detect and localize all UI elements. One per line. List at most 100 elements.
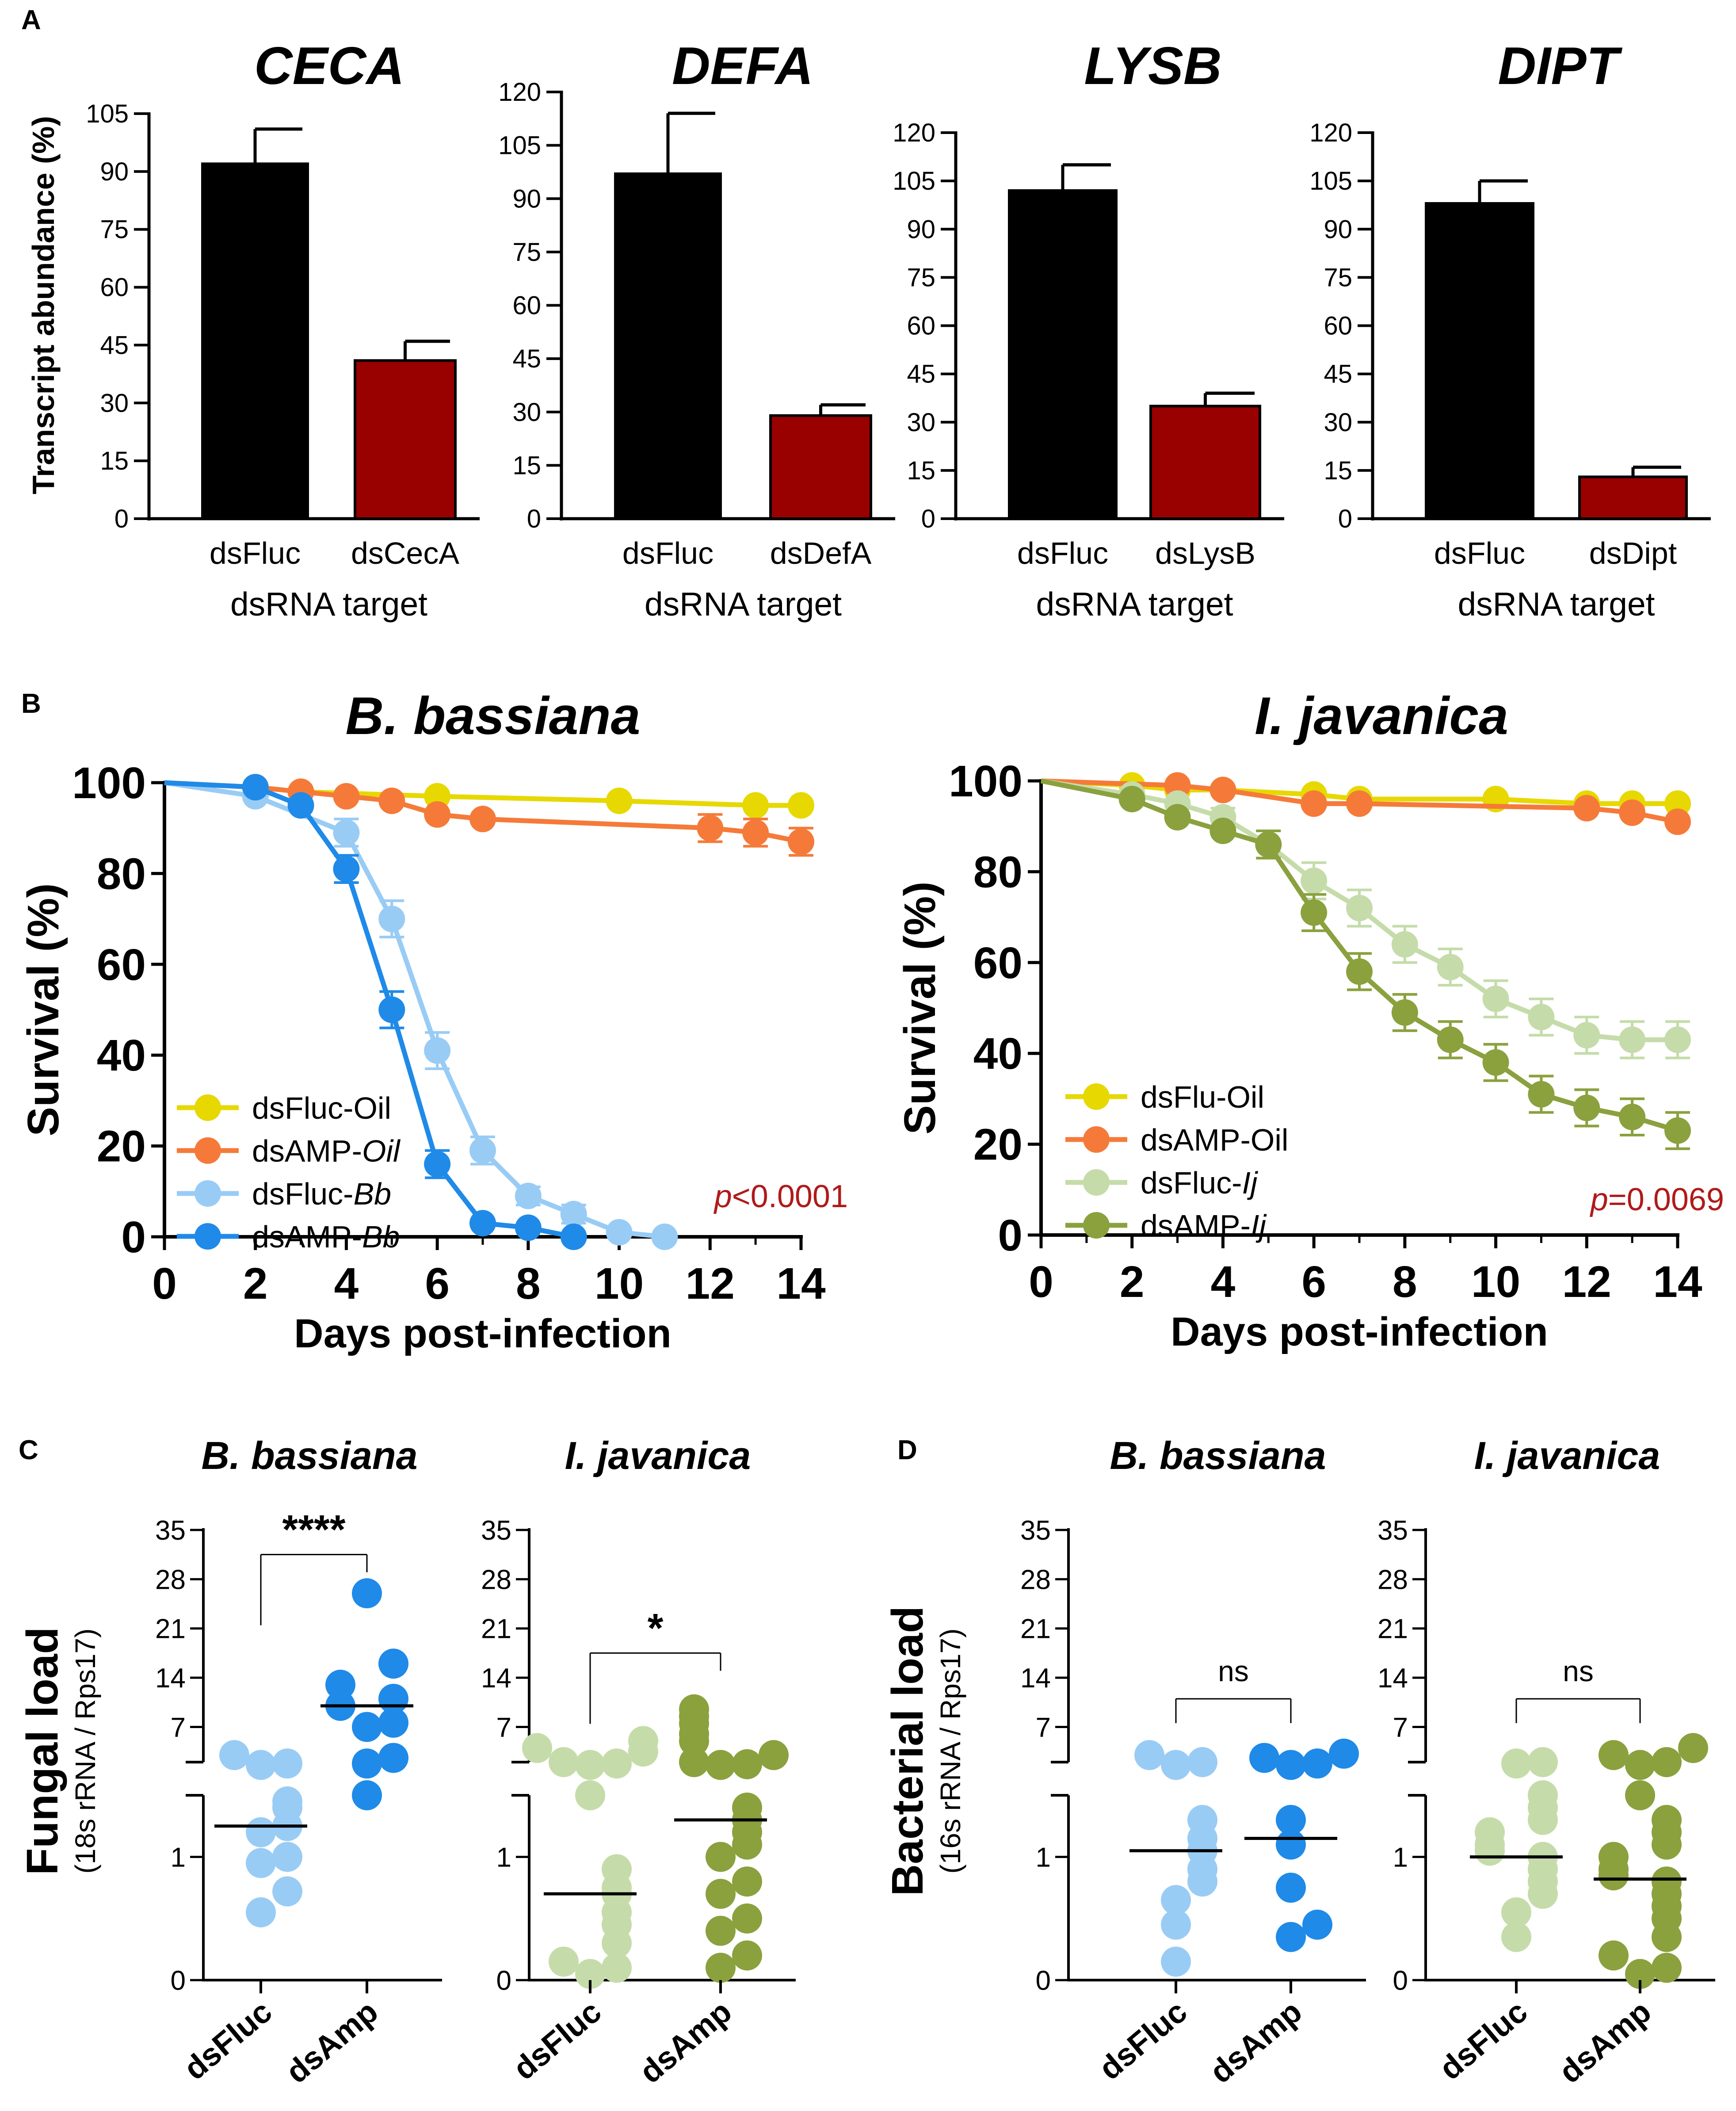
series-dsAMP-Oil <box>1041 772 1691 835</box>
x-tick-label: dsFluc <box>177 1994 279 2087</box>
legend-marker <box>1083 1169 1110 1196</box>
data-point <box>1573 795 1600 822</box>
data-point <box>1301 867 1328 894</box>
series-line <box>164 780 665 1239</box>
x-tick-label: 2 <box>1120 1257 1145 1307</box>
y-tick-label: 75 <box>1324 263 1352 292</box>
data-point <box>602 1854 632 1885</box>
data-point <box>1255 831 1282 858</box>
p-value: p<0.0001 <box>713 1179 848 1214</box>
x-tick-label: 2 <box>243 1259 268 1308</box>
legend-marker <box>1083 1212 1110 1239</box>
data-point <box>706 1750 736 1780</box>
y-tick-label: 0 <box>1393 1966 1408 1996</box>
x-tick-label: 6 <box>1301 1257 1326 1307</box>
y-tick-label: 28 <box>1020 1564 1051 1595</box>
data-point <box>1276 1873 1306 1903</box>
chart-title: I. javanica <box>565 1434 751 1477</box>
x-tick-label: 4 <box>1211 1257 1236 1307</box>
y-tick-label: 60 <box>1324 312 1352 340</box>
y-tick-label: 28 <box>1377 1564 1408 1595</box>
x-tick-label: 4 <box>334 1259 359 1308</box>
y-tick-label: 90 <box>1324 215 1352 244</box>
dot-plot-c-b-bassiana: B. bassiana 7 14 21 28 35 0 1 dsFluc dsAmp **** Fun… <box>18 1434 442 2090</box>
data-point <box>575 1750 605 1780</box>
series-dsFluc-Bb <box>164 780 678 1250</box>
x-tick-label: 8 <box>1393 1257 1417 1307</box>
data-point <box>1302 1748 1332 1779</box>
y-tick-label: 15 <box>1324 456 1352 485</box>
data-point <box>1276 1922 1306 1952</box>
x-tick-label: dsAmp <box>1553 1994 1658 2090</box>
legend-marker <box>1083 1126 1110 1153</box>
y-tick-label: 80 <box>97 849 146 899</box>
y-tick-label: 0 <box>121 1212 146 1262</box>
bar-dsFluc <box>1008 189 1118 520</box>
y-tick-label: 21 <box>155 1614 186 1644</box>
x-tick-label: dsFluc <box>1017 536 1108 570</box>
data-point <box>378 1648 408 1679</box>
legend-marker <box>195 1223 221 1250</box>
y-tick-label: 120 <box>1309 119 1352 147</box>
legend-label: dsAMP-Ij <box>1141 1208 1267 1243</box>
data-point <box>1664 808 1691 835</box>
y-tick-label: 21 <box>1020 1614 1051 1644</box>
bar-chart-dipt: DIPT 0 15 30 45 60 75 90 105 120 dsFluc dsDipt dsRNA… <box>1309 36 1711 623</box>
data-point <box>1619 799 1646 826</box>
y-tick-label: 0 <box>1036 1966 1051 1996</box>
data-point <box>272 1786 302 1817</box>
y-tick-label: 45 <box>907 360 935 389</box>
data-point <box>697 815 724 841</box>
data-point <box>352 1578 382 1609</box>
y-tick-label: 60 <box>97 940 146 990</box>
y-tick-label: 60 <box>512 291 541 320</box>
data-point <box>706 1953 736 1983</box>
data-point <box>469 1210 496 1237</box>
data-point <box>549 1747 579 1777</box>
y-tick-label: 20 <box>97 1122 146 1171</box>
y-tick-label: 28 <box>155 1564 186 1595</box>
data-point <box>378 906 405 933</box>
data-point <box>732 1940 762 1971</box>
data-point <box>515 1182 542 1209</box>
y-tick-label: 45 <box>512 344 541 373</box>
data-point <box>679 1694 709 1725</box>
y-tick-label: 15 <box>100 447 129 475</box>
y-axis-label: Survival (%) <box>19 883 68 1136</box>
data-point <box>575 1959 605 1989</box>
y-tick-label: 30 <box>907 408 935 437</box>
x-axis-label: Days post-infection <box>1171 1309 1548 1354</box>
x-tick-label: dsFluc <box>507 1994 608 2087</box>
y-axis-sublabel: (16s rRNA / Rps17) <box>935 1629 966 1874</box>
data-point <box>1678 1733 1708 1763</box>
data-point <box>560 1224 587 1250</box>
data-point <box>549 1947 579 1977</box>
data-point <box>1625 1750 1655 1780</box>
data-point <box>333 783 360 810</box>
data-point <box>1249 1743 1279 1773</box>
bar-dsFluc <box>614 172 722 520</box>
data-point <box>628 1726 658 1756</box>
data-point <box>1528 1747 1558 1777</box>
data-point <box>1625 1959 1655 1989</box>
data-point <box>272 1748 302 1779</box>
data-point <box>1652 1805 1682 1835</box>
y-tick-label: 0 <box>527 505 541 533</box>
series-dsFluc-Ij <box>1041 778 1691 1059</box>
legend-label-italic: Ij <box>1242 1166 1258 1200</box>
y-tick-label: 40 <box>97 1031 146 1080</box>
y-tick-label: 90 <box>907 215 935 244</box>
y-tick-label: 60 <box>907 312 935 340</box>
y-tick-label: 45 <box>100 331 129 359</box>
legend-label: dsAMP-Oil <box>1141 1123 1288 1157</box>
y-tick-label: 21 <box>481 1614 511 1644</box>
survival-chart-b-bassiana: B. bassiana 0 20 40 60 80 100 0 2 4 6 8 10 12 14 Days p… <box>19 686 848 1356</box>
data-point <box>706 1878 736 1909</box>
data-point <box>352 1780 382 1810</box>
y-tick-label: 105 <box>498 131 541 160</box>
panel-label-a: A <box>21 5 41 35</box>
y-tick-label: 40 <box>973 1029 1023 1078</box>
data-point <box>469 1137 496 1164</box>
data-point <box>1619 1026 1646 1053</box>
y-tick-label: 75 <box>907 263 935 292</box>
